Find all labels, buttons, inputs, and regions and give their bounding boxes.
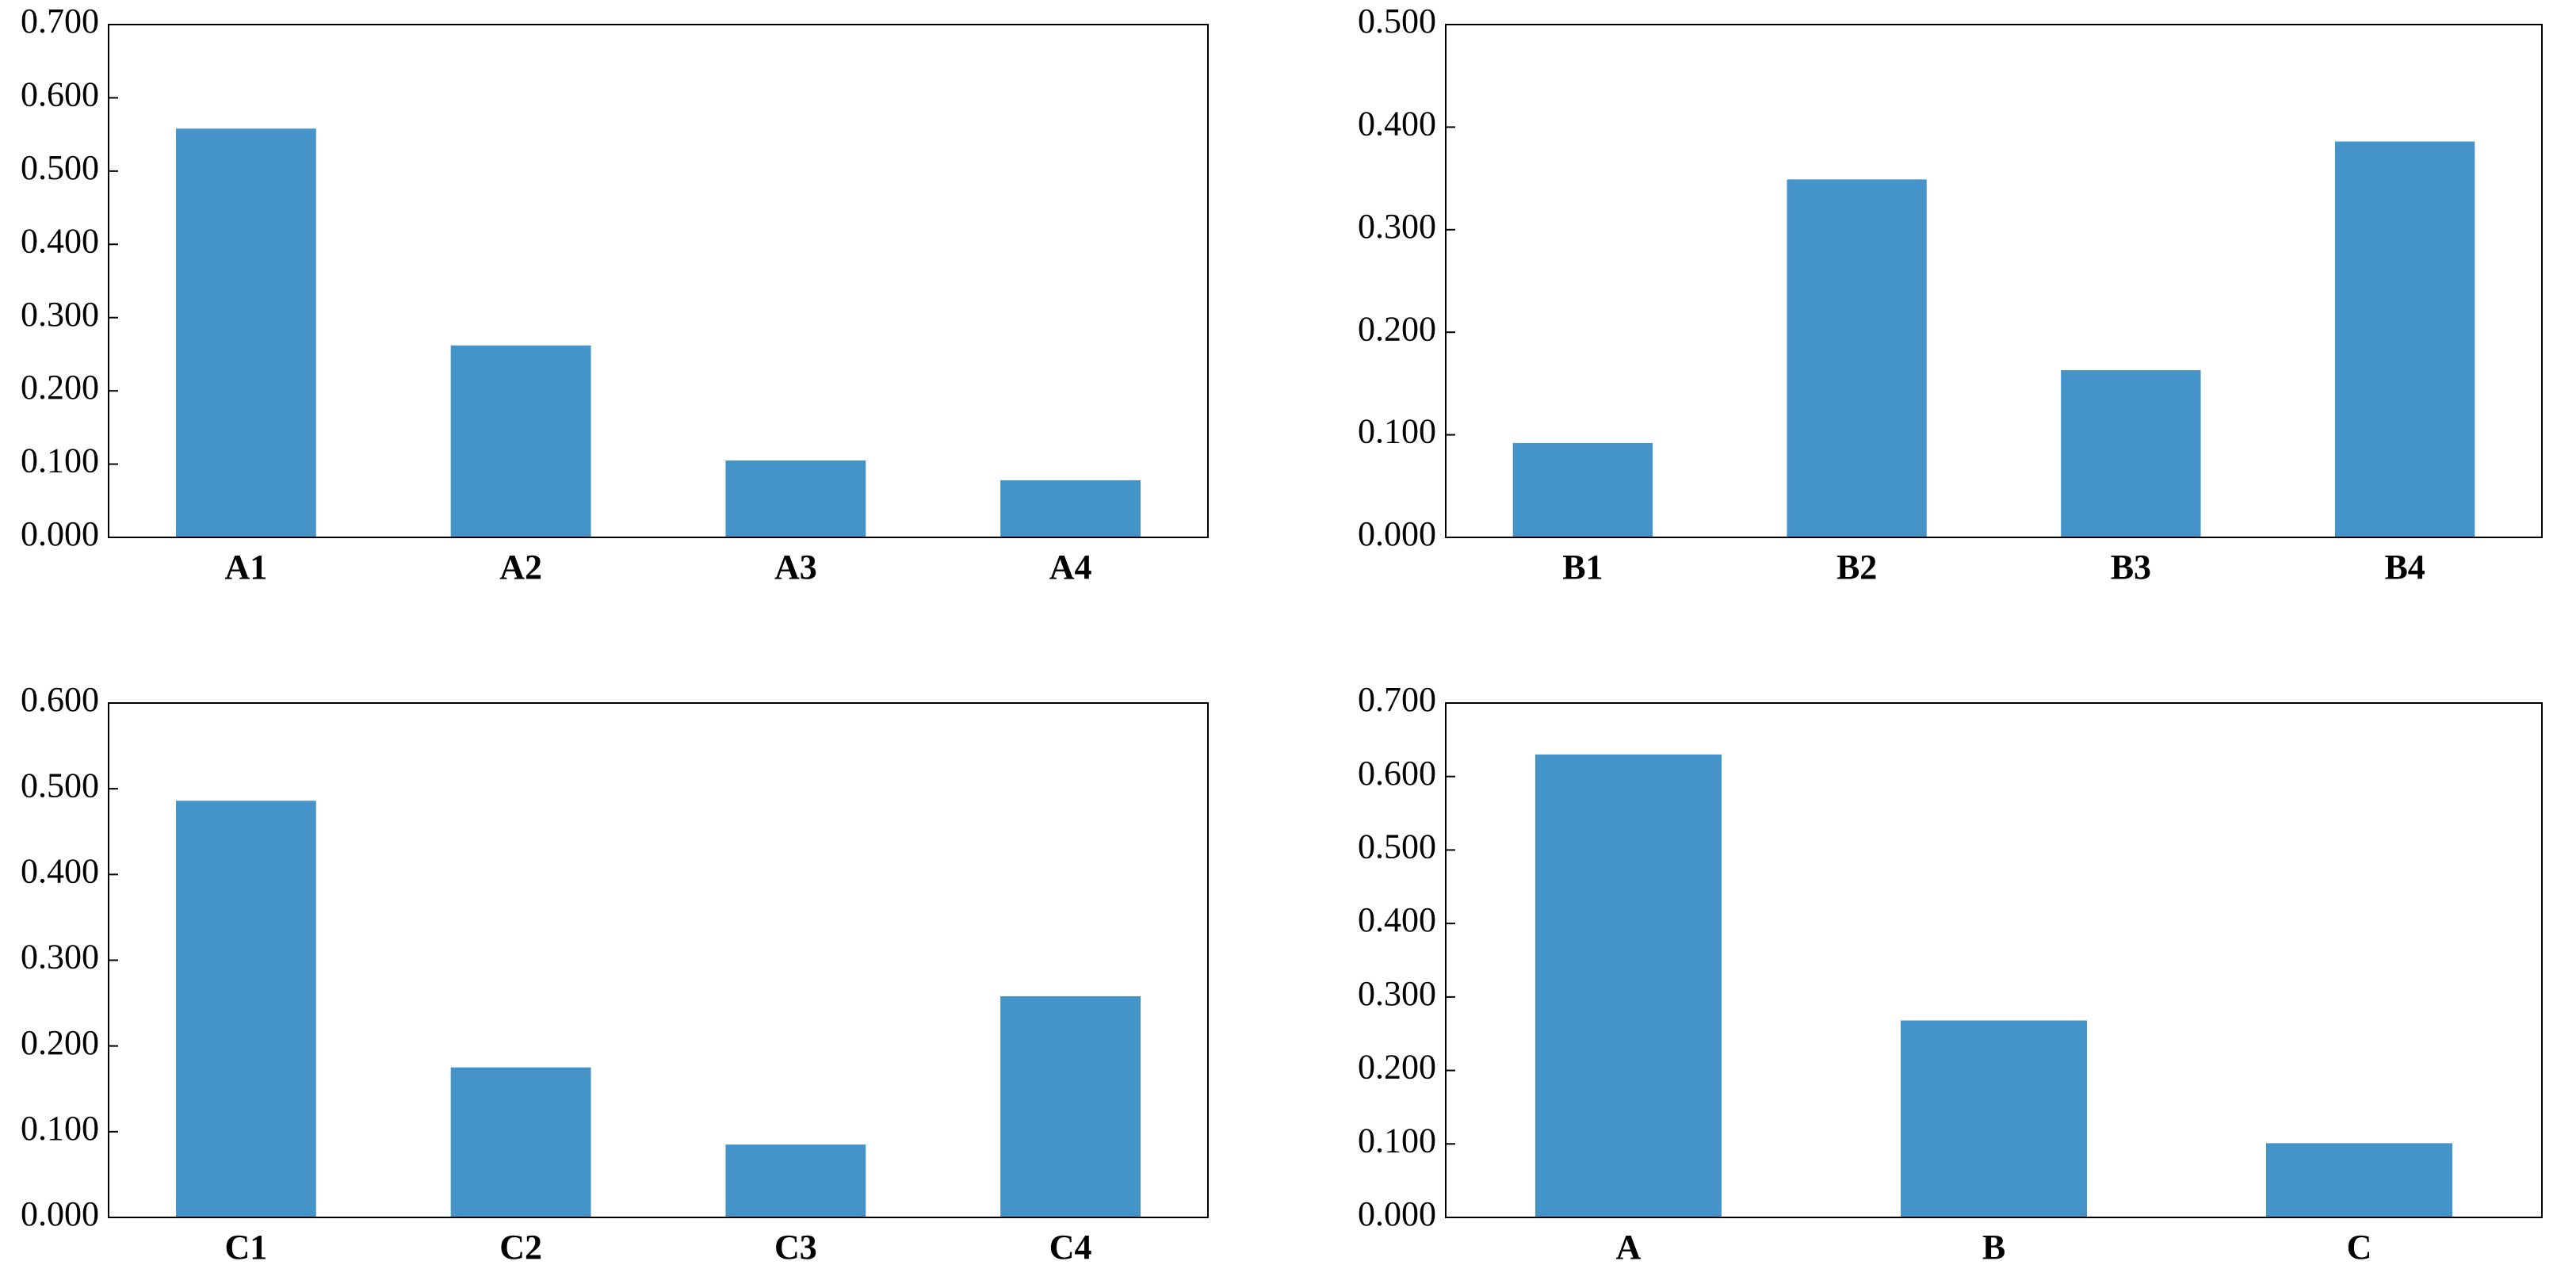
- y-tick-label: 0.400: [1358, 900, 1436, 939]
- bar: [1000, 480, 1141, 537]
- y-tick-label: 0.000: [21, 1194, 99, 1233]
- bar: [1512, 442, 1653, 537]
- y-tick-label: 0.700: [21, 2, 99, 40]
- bar: [1900, 1020, 2088, 1217]
- bar: [450, 1067, 591, 1217]
- x-tick-label: B: [1982, 1228, 2005, 1267]
- bar: [1787, 179, 1927, 538]
- bar: [175, 801, 316, 1217]
- y-tick-label: 0.000: [1358, 514, 1436, 553]
- bar: [725, 1145, 866, 1217]
- y-tick-label: 0.200: [21, 1023, 99, 1062]
- y-tick-label: 0.100: [21, 441, 99, 480]
- y-tick-label: 0.500: [21, 148, 99, 187]
- y-tick-label: 0.300: [1358, 974, 1436, 1013]
- y-tick-label: 0.300: [21, 938, 99, 976]
- x-tick-label: A3: [774, 548, 817, 587]
- bar: [2334, 141, 2475, 538]
- x-tick-label: A4: [1049, 548, 1092, 587]
- x-tick-label: A1: [224, 548, 267, 587]
- x-tick-label: C4: [1049, 1228, 1092, 1267]
- bar: [1535, 754, 1722, 1217]
- y-tick-label: 0.400: [21, 221, 99, 260]
- y-tick-label: 0.400: [21, 851, 99, 890]
- y-tick-label: 0.000: [1358, 1194, 1436, 1233]
- y-tick-label: 0.300: [1358, 207, 1436, 246]
- bar: [2061, 370, 2201, 537]
- y-tick-label: 0.500: [1358, 2, 1436, 40]
- x-tick-label: B2: [1836, 548, 1877, 587]
- y-tick-label: 0.300: [21, 295, 99, 334]
- plot-frame: [1445, 24, 2543, 538]
- x-tick-label: C1: [224, 1228, 267, 1267]
- bar: [2265, 1143, 2453, 1217]
- plot-frame: [1445, 702, 2543, 1218]
- x-tick-label: C3: [774, 1228, 817, 1267]
- y-tick-label: 0.600: [1358, 754, 1436, 793]
- y-tick-label: 0.200: [21, 368, 99, 407]
- x-tick-label: B3: [2111, 548, 2151, 587]
- x-tick-label: A2: [499, 548, 542, 587]
- plot-frame: [108, 24, 1209, 538]
- bar: [725, 460, 866, 537]
- y-tick-label: 0.200: [1358, 1048, 1436, 1087]
- y-tick-label: 0.100: [1358, 1121, 1436, 1160]
- bar: [450, 345, 591, 537]
- x-tick-label: C2: [499, 1228, 542, 1267]
- x-tick-label: B4: [2384, 548, 2425, 587]
- bar: [1000, 995, 1141, 1217]
- x-tick-label: A: [1616, 1228, 1642, 1267]
- x-tick-label: B1: [1562, 548, 1603, 587]
- x-tick-label: C: [2347, 1228, 2372, 1267]
- y-tick-label: 0.400: [1358, 104, 1436, 143]
- y-tick-label: 0.100: [1358, 412, 1436, 451]
- plot-frame: [108, 702, 1209, 1218]
- bar: [175, 128, 316, 538]
- y-tick-label: 0.200: [1358, 309, 1436, 348]
- y-tick-label: 0.500: [1358, 827, 1436, 866]
- y-tick-label: 0.600: [21, 75, 99, 114]
- y-tick-label: 0.700: [1358, 680, 1436, 719]
- y-tick-label: 0.600: [21, 680, 99, 719]
- y-tick-label: 0.000: [21, 514, 99, 553]
- y-tick-label: 0.500: [21, 766, 99, 804]
- y-tick-label: 0.100: [21, 1109, 99, 1148]
